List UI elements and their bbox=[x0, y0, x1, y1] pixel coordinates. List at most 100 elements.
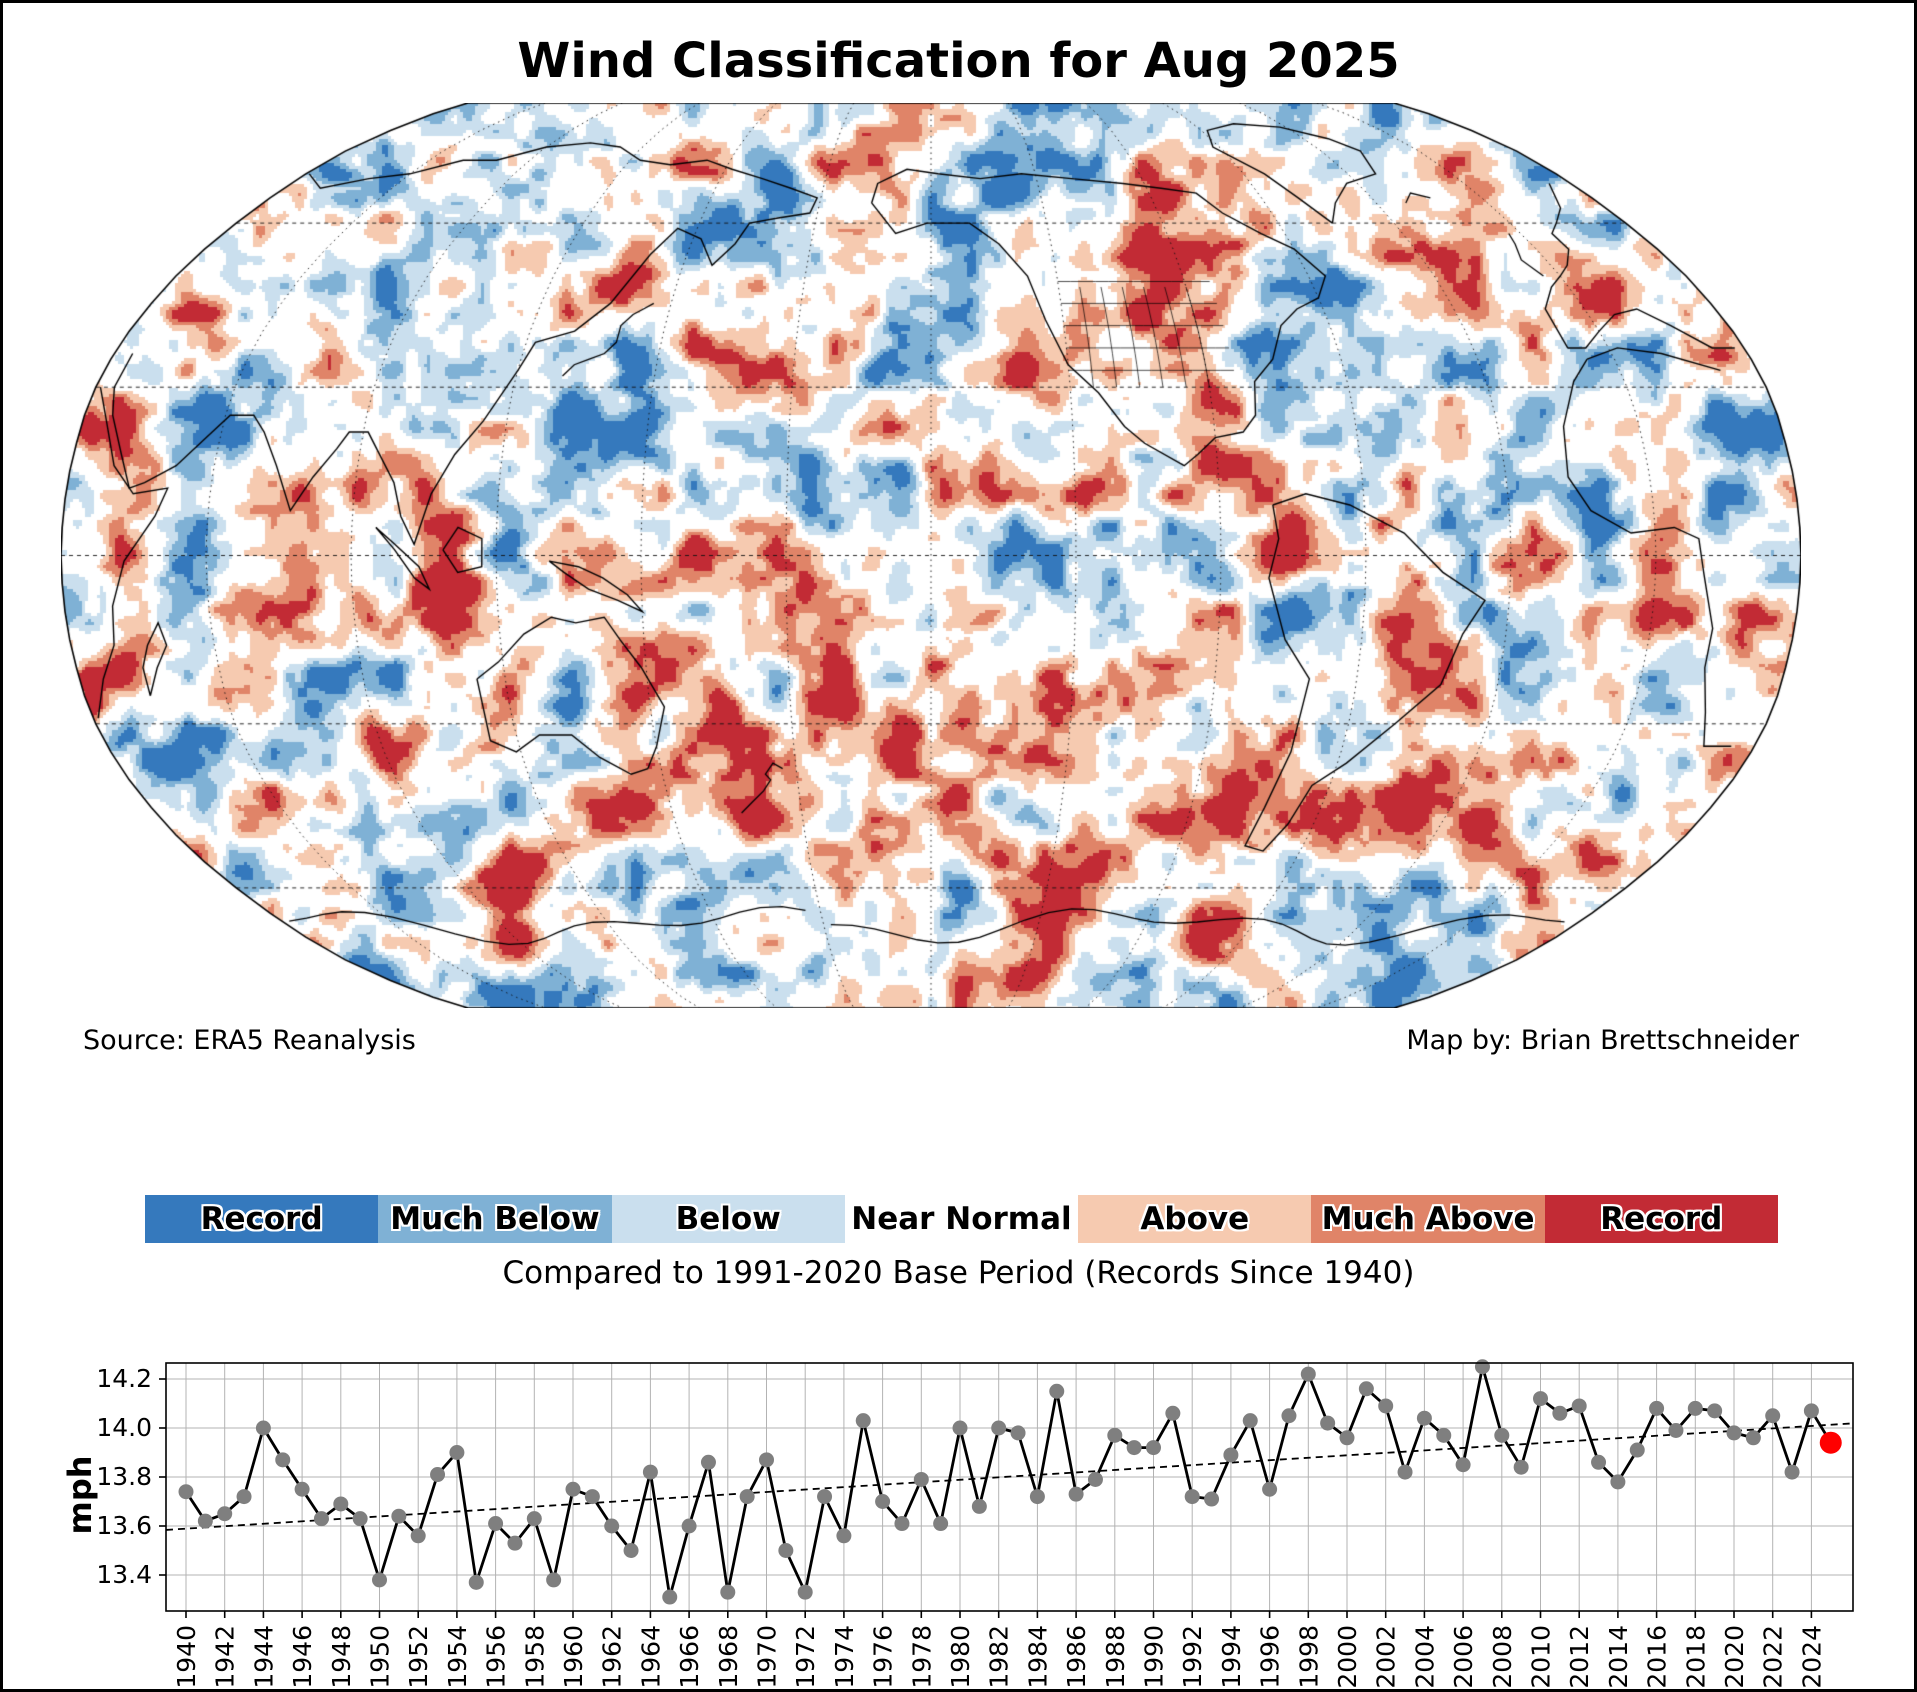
data-point bbox=[372, 1572, 387, 1588]
data-point bbox=[1223, 1447, 1239, 1463]
x-tick-label: 1948 bbox=[327, 1625, 356, 1689]
x-tick-label: 1954 bbox=[443, 1625, 472, 1689]
data-point bbox=[178, 1484, 194, 1500]
data-point bbox=[1358, 1381, 1374, 1397]
y-tick-label: 14.0 bbox=[96, 1413, 152, 1442]
data-point bbox=[604, 1518, 620, 1534]
data-point bbox=[642, 1464, 658, 1480]
x-tick-label: 1946 bbox=[288, 1625, 317, 1689]
data-point bbox=[1668, 1422, 1684, 1438]
data-point bbox=[1204, 1491, 1220, 1507]
data-point bbox=[410, 1528, 426, 1544]
data-point bbox=[952, 1420, 968, 1436]
x-tick-label: 1980 bbox=[946, 1625, 975, 1689]
data-point bbox=[546, 1572, 562, 1588]
data-point bbox=[1803, 1403, 1819, 1419]
data-point bbox=[430, 1467, 446, 1483]
data-point bbox=[584, 1489, 600, 1505]
data-point bbox=[778, 1543, 794, 1558]
data-point bbox=[1629, 1442, 1645, 1458]
y-axis-label: mph bbox=[61, 1455, 99, 1534]
data-point bbox=[333, 1496, 349, 1512]
data-point bbox=[759, 1452, 774, 1468]
data-point bbox=[236, 1489, 252, 1505]
data-point bbox=[739, 1489, 755, 1505]
data-point bbox=[720, 1584, 736, 1600]
legend-item-near-normal-3: Near Normal bbox=[844, 1195, 1079, 1243]
trend-line bbox=[165, 1422, 1854, 1531]
data-point bbox=[255, 1420, 271, 1436]
x-tick-label: 2004 bbox=[1410, 1625, 1439, 1689]
y-tick-label: 13.4 bbox=[96, 1560, 152, 1589]
data-point bbox=[662, 1589, 678, 1605]
data-point bbox=[565, 1481, 581, 1497]
data-point bbox=[1397, 1464, 1413, 1480]
data-point bbox=[1126, 1440, 1142, 1456]
x-tick-label: 2000 bbox=[1333, 1625, 1362, 1689]
data-point bbox=[507, 1535, 523, 1551]
x-tick-label: 2008 bbox=[1488, 1625, 1517, 1689]
legend-item-record-0: Record bbox=[145, 1195, 379, 1243]
data-point bbox=[913, 1471, 929, 1487]
data-point bbox=[855, 1413, 871, 1429]
x-tick-label: 1968 bbox=[714, 1625, 743, 1689]
data-point bbox=[700, 1454, 716, 1470]
data-point bbox=[391, 1508, 407, 1524]
x-tick-label: 2012 bbox=[1565, 1625, 1594, 1689]
data-point bbox=[797, 1584, 813, 1600]
data-point bbox=[1591, 1454, 1607, 1470]
x-tick-label: 1990 bbox=[1140, 1625, 1169, 1689]
data-point bbox=[1320, 1415, 1336, 1431]
data-point bbox=[971, 1498, 987, 1514]
data-point bbox=[1707, 1403, 1723, 1419]
legend-item-above-4: Above bbox=[1078, 1195, 1312, 1243]
x-tick-label: 1972 bbox=[791, 1625, 820, 1689]
x-tick-label: 1970 bbox=[753, 1625, 782, 1689]
data-point bbox=[197, 1513, 213, 1529]
x-tick-label: 1978 bbox=[907, 1625, 936, 1689]
data-point bbox=[1242, 1413, 1258, 1429]
x-tick-label: 2014 bbox=[1604, 1625, 1633, 1689]
data-point bbox=[1184, 1489, 1200, 1505]
x-tick-label: 2002 bbox=[1372, 1625, 1401, 1689]
x-tick-label: 1960 bbox=[559, 1625, 588, 1689]
legend-caption: Compared to 1991-2020 Base Period (Recor… bbox=[502, 1255, 1415, 1291]
data-point bbox=[875, 1494, 891, 1509]
data-point bbox=[1726, 1425, 1742, 1441]
data-point bbox=[1107, 1427, 1123, 1443]
x-tick-label: 1982 bbox=[985, 1625, 1014, 1689]
data-point bbox=[1533, 1391, 1548, 1407]
data-point bbox=[681, 1518, 697, 1534]
legend-item-much-above-5: Much Above bbox=[1311, 1195, 1545, 1243]
x-tick-label: 1994 bbox=[1217, 1625, 1246, 1689]
x-tick-label: 2020 bbox=[1720, 1625, 1749, 1689]
data-point bbox=[1281, 1408, 1297, 1424]
legend-item-much-below-1: Much Below bbox=[378, 1195, 612, 1243]
x-tick-label: 1966 bbox=[675, 1625, 704, 1689]
x-tick-label: 1942 bbox=[211, 1625, 240, 1689]
data-point bbox=[1687, 1400, 1703, 1416]
x-tick-label: 2018 bbox=[1681, 1625, 1710, 1689]
data-point bbox=[1262, 1481, 1278, 1497]
data-point bbox=[313, 1511, 329, 1527]
y-tick-label: 14.2 bbox=[96, 1364, 152, 1393]
data-point bbox=[217, 1506, 233, 1522]
data-point bbox=[1765, 1408, 1781, 1424]
data-point bbox=[1049, 1383, 1065, 1399]
data-point bbox=[1552, 1405, 1568, 1421]
x-tick-label: 2024 bbox=[1797, 1625, 1826, 1689]
x-tick-label: 1944 bbox=[249, 1625, 278, 1689]
classification-legend: Record Much Below Below Near Normal Above Muc… bbox=[145, 1195, 1778, 1243]
x-tick-label: 1984 bbox=[1023, 1625, 1052, 1689]
data-point bbox=[526, 1511, 542, 1527]
data-point bbox=[1068, 1486, 1084, 1502]
data-point-current-year bbox=[1819, 1431, 1842, 1454]
x-tick-label: 1996 bbox=[1256, 1625, 1285, 1689]
x-tick-label: 1964 bbox=[636, 1625, 665, 1689]
x-tick-label: 1956 bbox=[482, 1625, 511, 1689]
world-map bbox=[61, 103, 1801, 1008]
data-point bbox=[1474, 1359, 1490, 1375]
x-tick-label: 1940 bbox=[172, 1625, 201, 1689]
x-tick-label: 1986 bbox=[1062, 1625, 1091, 1689]
